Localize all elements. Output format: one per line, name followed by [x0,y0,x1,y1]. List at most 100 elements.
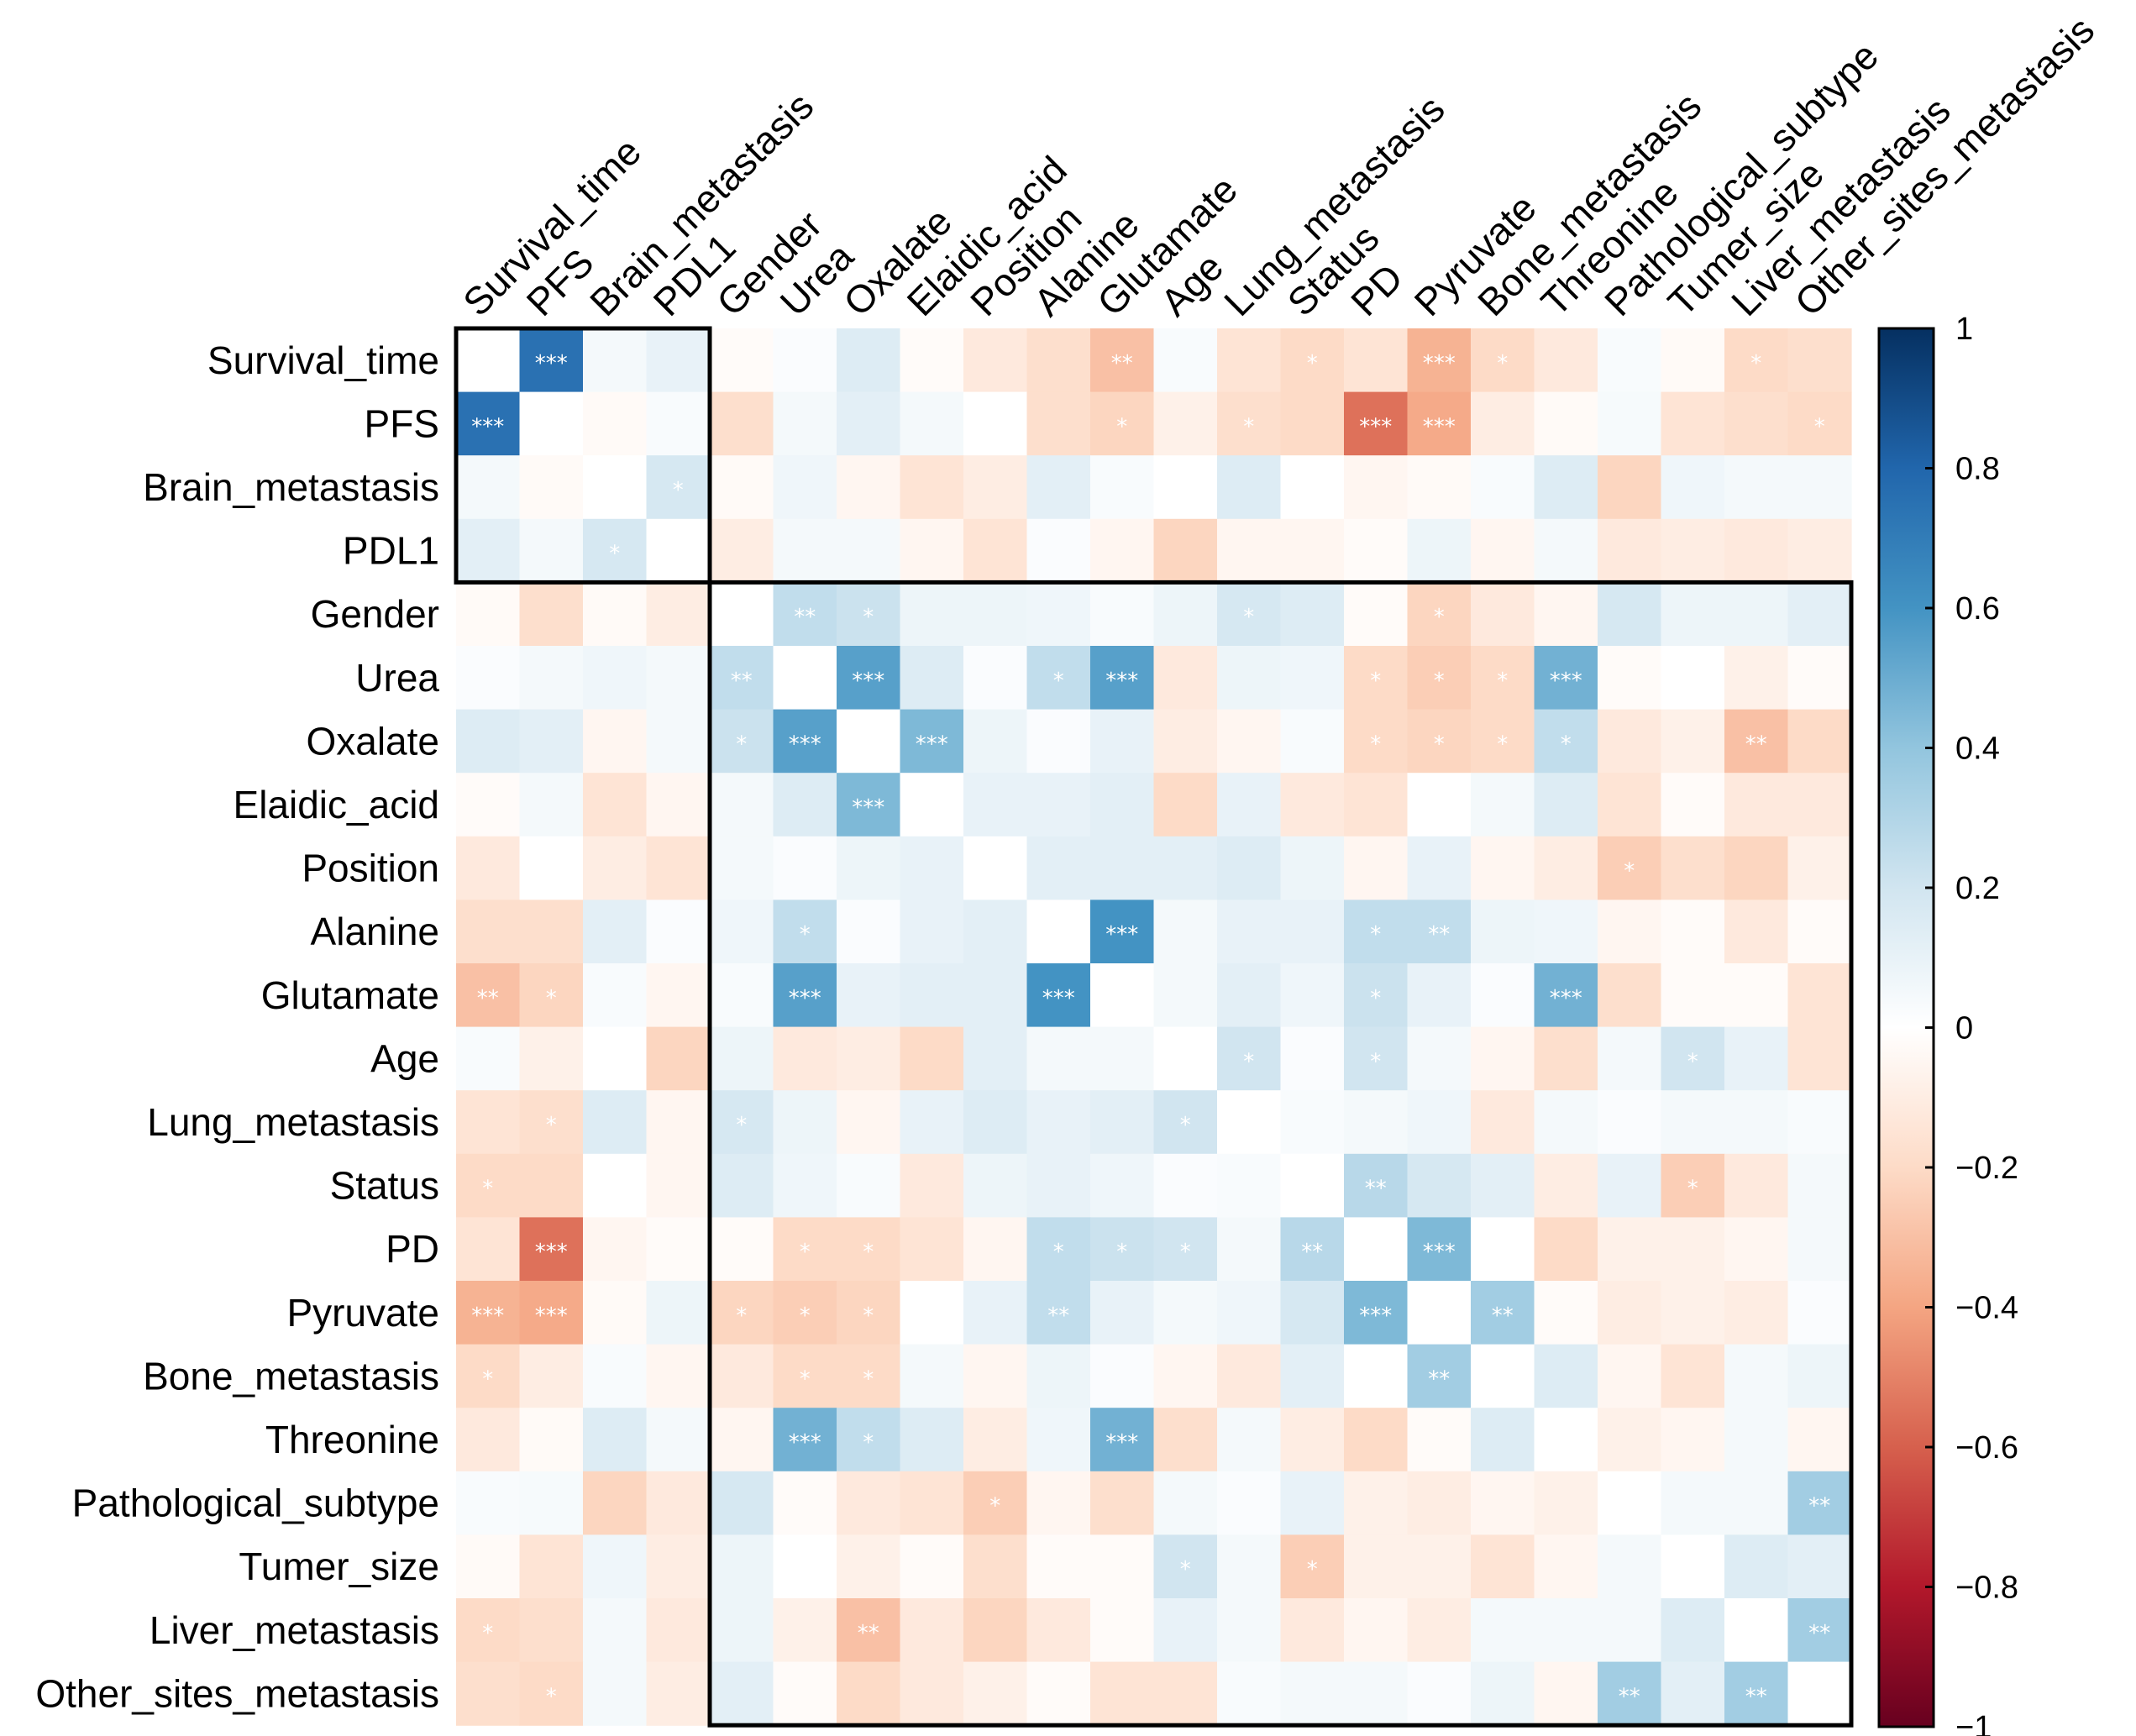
heatmap-cell [963,582,1028,647]
heatmap-cell [1217,328,1282,393]
heatmap-cell [1026,1153,1091,1218]
heatmap-cell [963,1217,1028,1282]
significance-marker: *** [1105,1430,1138,1455]
heatmap-cell [1661,1026,1725,1091]
significance-marker: * [1434,605,1445,630]
heatmap-cell [456,1153,521,1218]
heatmap-cell [1598,1217,1662,1282]
heatmap-cell [1407,1408,1472,1472]
heatmap-cell [1217,1534,1282,1599]
heatmap-cell [1724,1090,1789,1155]
heatmap-cell [456,1534,521,1599]
heatmap-cell [1661,1090,1725,1155]
heatmap-cell [1217,963,1282,1028]
heatmap-cell [456,773,521,837]
significance-marker: * [1497,732,1508,757]
significance-marker: *** [1423,414,1456,439]
heatmap-cell [1280,1471,1345,1535]
heatmap-cell [456,709,521,774]
significance-marker: * [863,1303,874,1329]
heatmap-cell [1787,836,1852,900]
significance-marker: * [800,1240,811,1265]
significance-marker: ** [477,986,499,1011]
significance-marker: *** [535,351,568,376]
heatmap-cell [963,455,1028,520]
heatmap-cell [646,1661,711,1726]
heatmap-cell [583,1598,648,1663]
heatmap-cell [519,328,584,393]
heatmap-cell [1724,1471,1789,1535]
heatmap-cell [710,1534,774,1599]
heatmap-cell [963,773,1028,837]
heatmap-cell [1280,1026,1345,1091]
heatmap-cell [1471,963,1535,1028]
significance-marker: * [1687,1049,1698,1074]
heatmap-cell [1661,963,1725,1028]
heatmap-cell [710,1026,774,1091]
heatmap-cell [1661,391,1725,456]
heatmap-cell [900,836,964,900]
heatmap-cell [963,963,1028,1028]
heatmap-cell [1661,1534,1725,1599]
heatmap-cell [837,1153,901,1218]
heatmap-cell [1090,1598,1155,1663]
heatmap-cell [1280,1534,1345,1599]
heatmap-cell [583,518,648,583]
heatmap-cell [1598,582,1662,647]
significance-marker: ** [1745,1684,1767,1709]
heatmap-cell [1153,1153,1218,1218]
heatmap-cell [1026,1661,1091,1726]
heatmap-cell [963,646,1028,711]
significance-marker: * [1370,669,1381,694]
heatmap-cell [456,963,521,1028]
row-label: Glutamate [261,973,439,1017]
heatmap-cell [1598,1281,1662,1345]
significance-marker: * [482,1177,493,1202]
heatmap-cell [1026,963,1091,1028]
row-label: Gender [311,592,439,636]
significance-marker: * [1814,414,1825,439]
significance-marker: * [863,1366,874,1392]
heatmap-cell [837,328,901,393]
heatmap-cell [710,1217,774,1282]
heatmap-cell [963,1281,1028,1345]
heatmap-cell [1153,518,1218,583]
heatmap-cell [710,899,774,964]
heatmap-cell [837,1217,901,1282]
heatmap-cell [519,899,584,964]
heatmap-cell [900,1090,964,1155]
heatmap-cell [1090,1661,1155,1726]
significance-marker: * [800,1303,811,1329]
heatmap-cell [456,1471,521,1535]
heatmap-cell [1407,328,1472,393]
heatmap-cell [646,1408,711,1472]
row-label: Threonine [265,1418,439,1461]
heatmap-cell [773,1217,837,1282]
cluster-box [454,326,712,585]
heatmap-cell [1407,1598,1472,1663]
heatmap-cell [1598,1344,1662,1408]
heatmap-cell [1534,773,1598,837]
significance-marker: * [863,1240,874,1265]
heatmap-cell [1787,518,1852,583]
heatmap-cell [1724,646,1789,711]
significance-marker: *** [1550,986,1582,1011]
row-label: Liver_metastasis [150,1608,439,1652]
heatmap-cell [1344,1026,1409,1091]
heatmap-cell [1344,1534,1409,1599]
significance-marker: ** [1428,922,1450,947]
heatmap-cell [1026,518,1091,583]
heatmap-cell [583,1217,648,1282]
heatmap-cell [1471,1408,1535,1472]
heatmap-cell [1217,1026,1282,1091]
heatmap-cell [1217,646,1282,711]
heatmap-cell [1026,646,1091,711]
heatmap-cell [710,1281,774,1345]
significance-marker: *** [789,732,821,757]
heatmap-cell [1153,1661,1218,1726]
heatmap-cell [1280,1661,1345,1726]
heatmap-cell [900,1281,964,1345]
heatmap-cell [710,963,774,1028]
heatmap-cell [1280,391,1345,456]
significance-marker: * [546,1113,557,1138]
